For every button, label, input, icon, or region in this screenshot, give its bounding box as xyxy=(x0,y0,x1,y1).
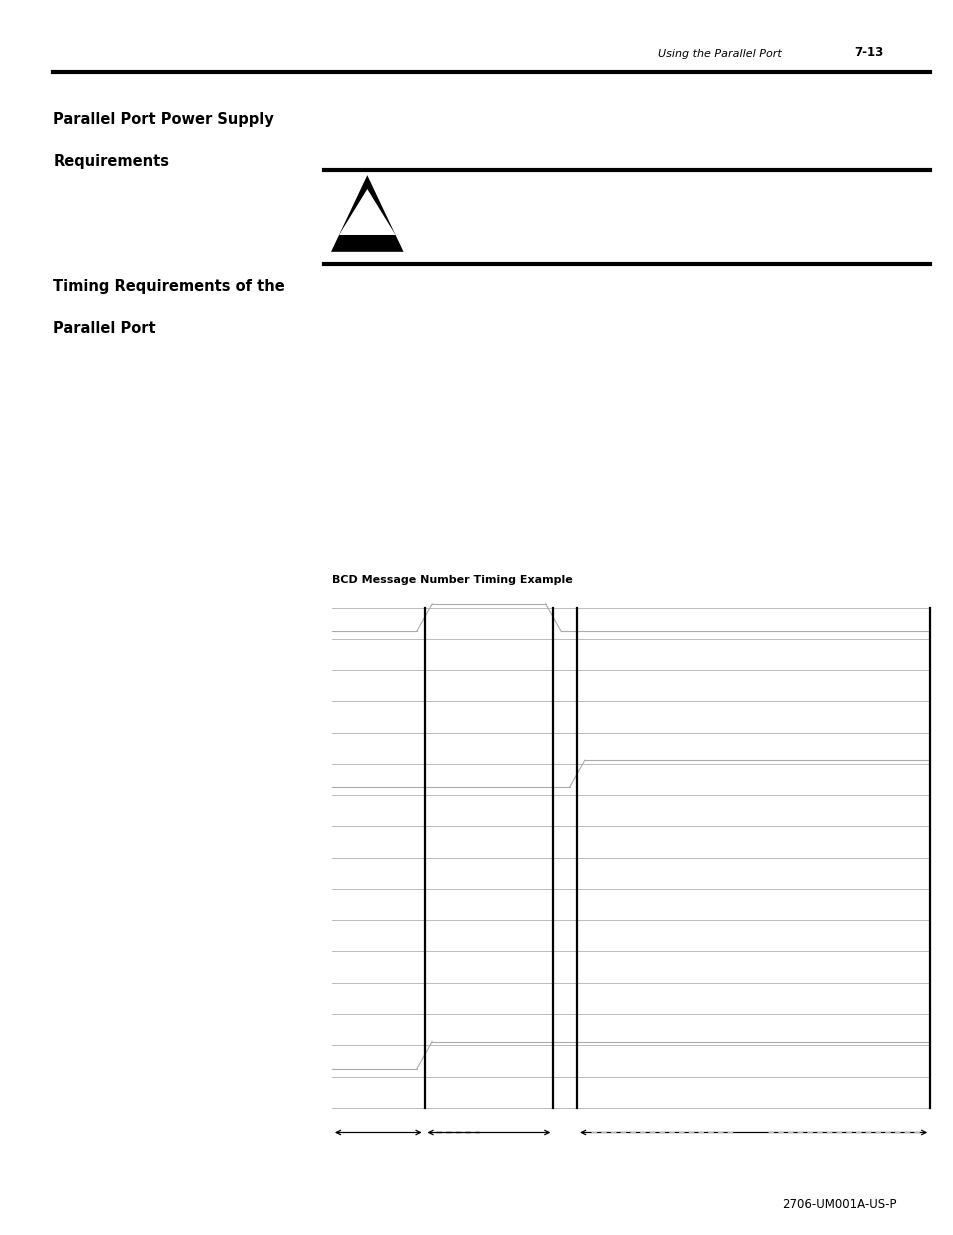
Text: Timing Requirements of the: Timing Requirements of the xyxy=(53,279,285,294)
Text: 7-13: 7-13 xyxy=(853,46,882,59)
Polygon shape xyxy=(331,175,403,252)
Text: BCD Message Number Timing Example: BCD Message Number Timing Example xyxy=(332,576,572,585)
Polygon shape xyxy=(338,189,395,235)
Text: Parallel Port Power Supply: Parallel Port Power Supply xyxy=(53,112,274,127)
Text: Parallel Port: Parallel Port xyxy=(53,321,156,336)
Text: Requirements: Requirements xyxy=(53,154,170,169)
Text: Using the Parallel Port: Using the Parallel Port xyxy=(658,49,781,59)
Text: 2706-UM001A-US-P: 2706-UM001A-US-P xyxy=(781,1198,896,1210)
